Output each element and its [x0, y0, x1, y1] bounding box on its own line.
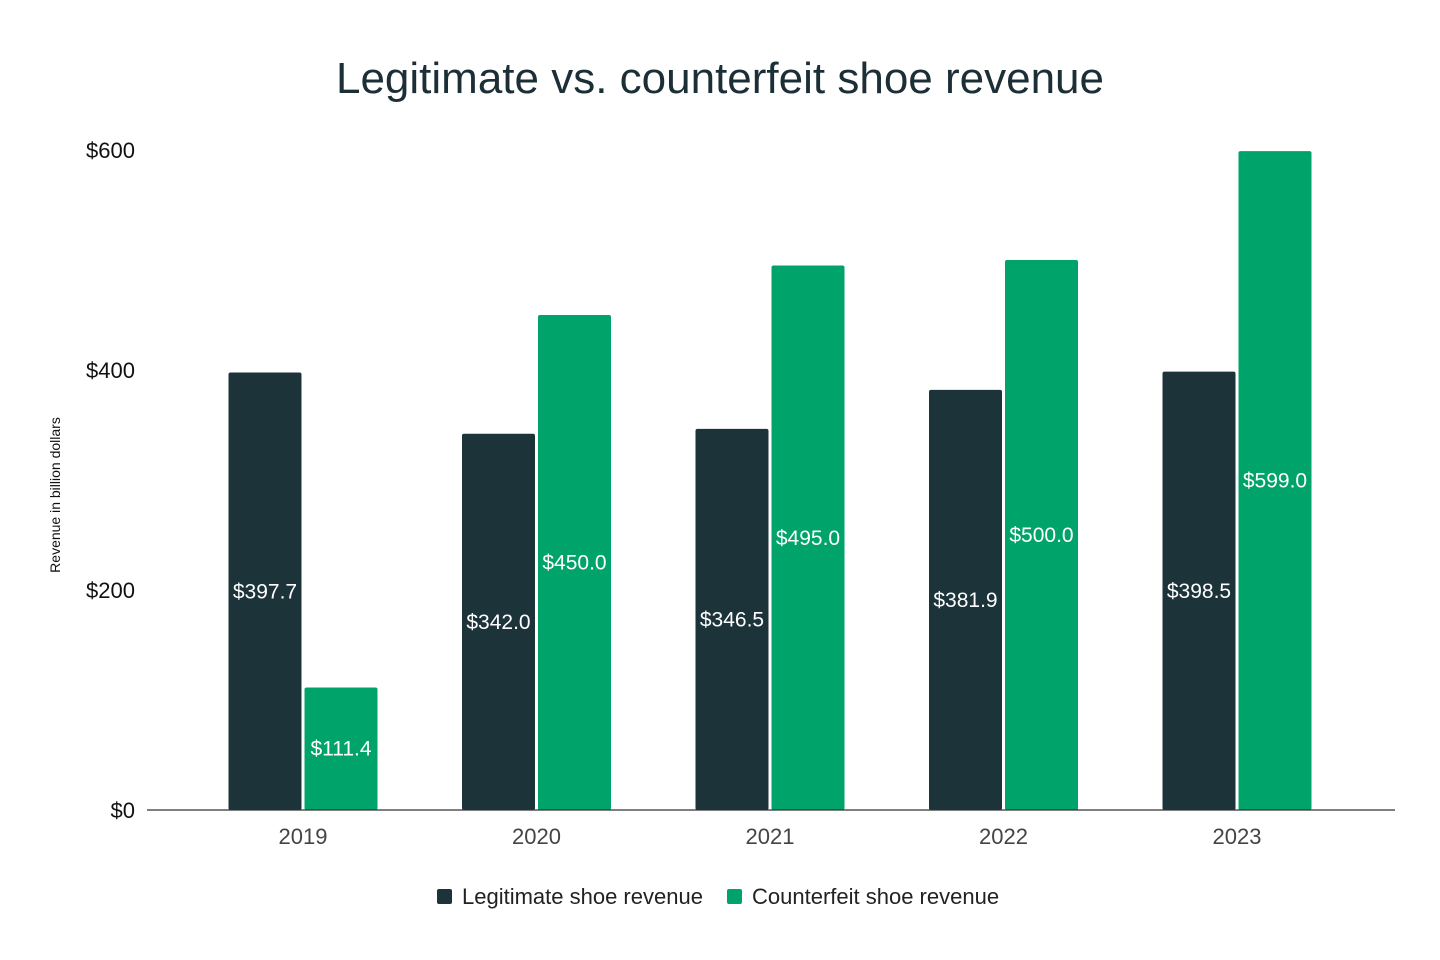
- counterfeit-bar-2021: [771, 265, 845, 810]
- counterfeit-bar-2022: [1005, 260, 1078, 810]
- data-label: $381.9: [933, 589, 997, 612]
- x-tick-label: 2022: [979, 824, 1028, 849]
- data-label: $342.0: [466, 611, 530, 634]
- legend-swatch: [437, 889, 452, 904]
- data-label: $495.0: [776, 527, 840, 550]
- counterfeit-bar-2023: [1238, 151, 1312, 811]
- legend: Legitimate shoe revenue Counterfeit shoe …: [437, 884, 999, 909]
- data-label: $397.7: [233, 580, 297, 603]
- counterfeit-bar-2020: [538, 315, 611, 810]
- y-tick-label: $0: [111, 798, 135, 823]
- data-label: $111.4: [310, 738, 371, 761]
- bars-group: $397.7 $111.4 $342.0 $450.0 $346.5 $495.0 $381…: [228, 151, 1312, 811]
- x-tick-label: 2019: [279, 824, 328, 849]
- legend-label: Counterfeit shoe revenue: [752, 884, 999, 909]
- counterfeit-bar-2019: [304, 687, 378, 810]
- y-tick-label: $600: [86, 138, 135, 163]
- y-tick-label: $400: [86, 358, 135, 383]
- x-axis-ticks: 2019 2020 2021 2022 2023: [279, 824, 1262, 849]
- legitimate-bar-2019: [228, 372, 302, 810]
- data-label: $398.5: [1167, 580, 1231, 603]
- legitimate-bar-2020: [462, 433, 535, 810]
- y-tick-label: $200: [86, 578, 135, 603]
- data-label: $599.0: [1243, 470, 1307, 493]
- legend-label: Legitimate shoe revenue: [462, 884, 703, 909]
- chart-title: Legitimate vs. counterfeit shoe revenue: [336, 54, 1104, 103]
- x-tick-label: 2021: [746, 824, 795, 849]
- legitimate-bar-2022: [929, 389, 1002, 810]
- legitimate-bar-2021: [695, 428, 769, 810]
- y-axis-ticks: $0 $200 $400 $600: [86, 138, 135, 823]
- data-label: $346.5: [700, 608, 764, 631]
- legend-swatch: [727, 889, 742, 904]
- x-tick-label: 2023: [1213, 824, 1262, 849]
- y-axis-label: Revenue in billion dollars: [47, 417, 63, 573]
- data-label: $450.0: [542, 552, 606, 575]
- x-tick-label: 2020: [512, 824, 561, 849]
- legitimate-bar-2023: [1162, 371, 1236, 810]
- data-label: $500.0: [1009, 524, 1073, 547]
